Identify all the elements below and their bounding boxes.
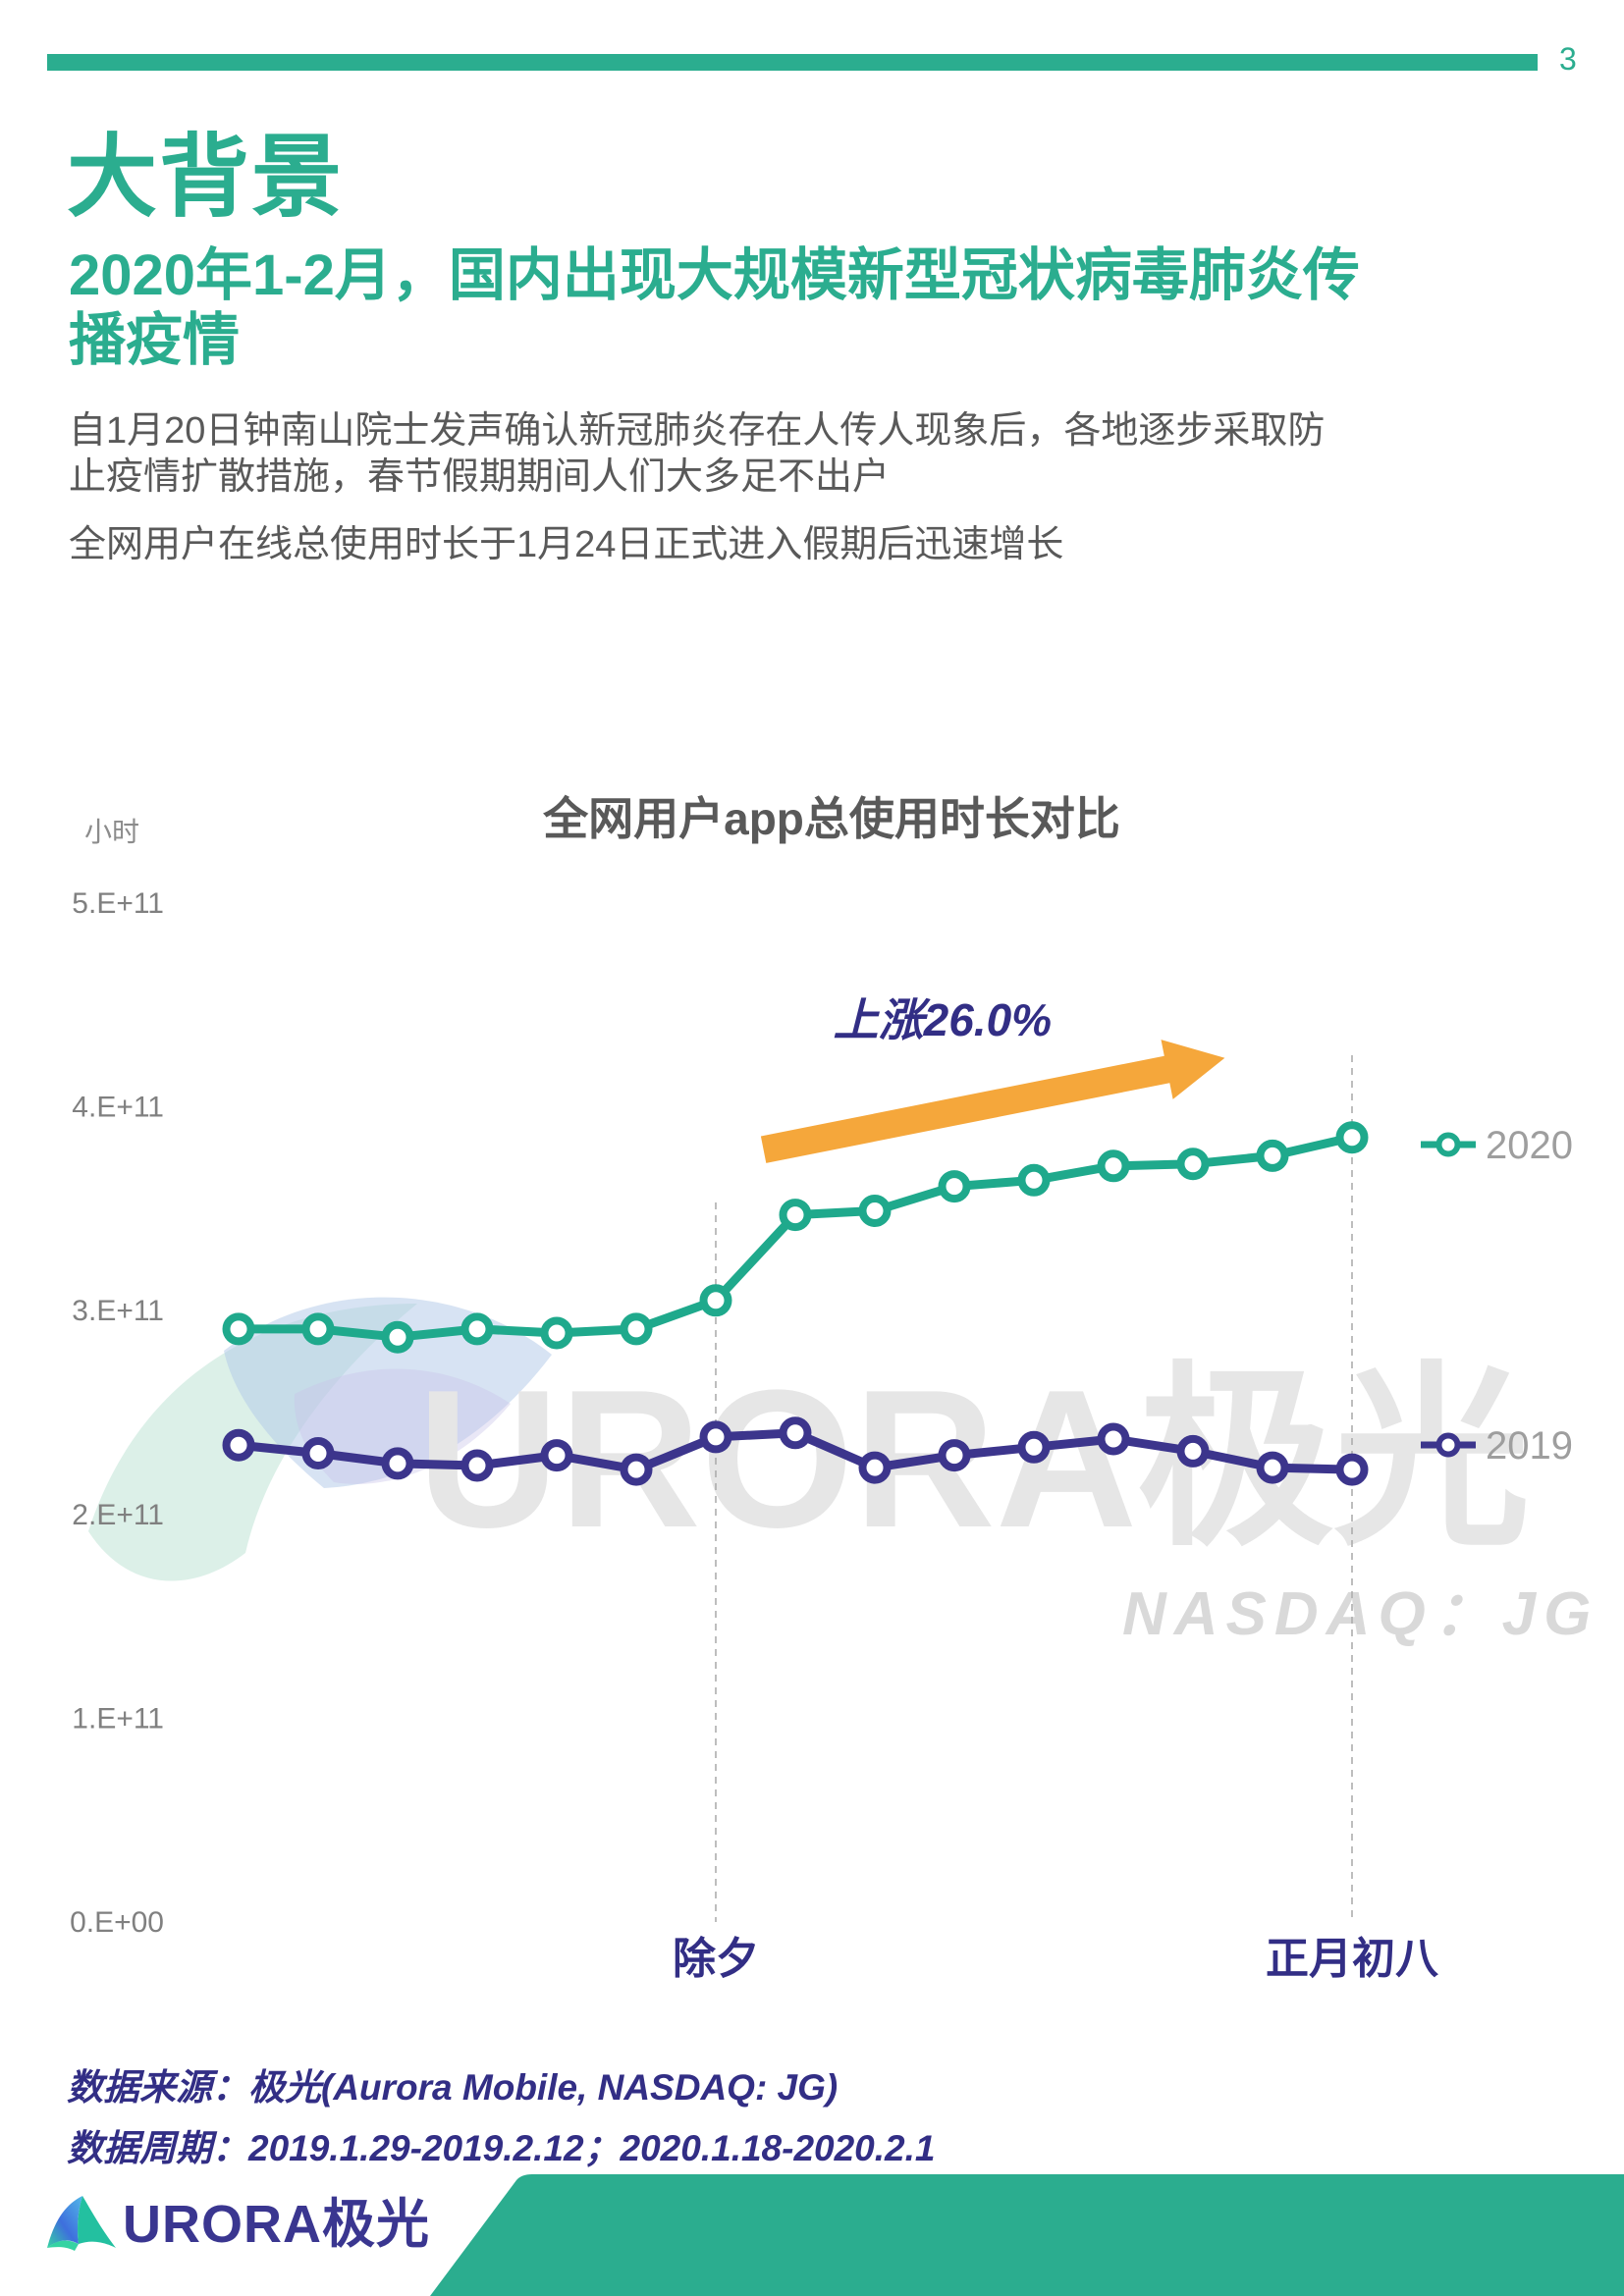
- data-point: [1017, 1163, 1051, 1197]
- data-point: [222, 1428, 255, 1462]
- growth-annotation-label: 上涨26.0%: [834, 994, 1052, 1045]
- logo-mark-right-wing: [78, 2196, 116, 2248]
- growth-arrow: [760, 1040, 1225, 1163]
- data-point: [1176, 1434, 1210, 1468]
- legend-label: 2020: [1486, 1124, 1573, 1167]
- bottom-brand-band: URORA极光: [47, 2174, 1624, 2296]
- data-point: [1335, 1453, 1369, 1486]
- data-point: [938, 1170, 971, 1203]
- data-point: [222, 1312, 255, 1346]
- data-point: [699, 1284, 732, 1317]
- x-axis-tick-label: 正月初八: [1266, 1935, 1439, 1983]
- data-point: [381, 1320, 414, 1354]
- page-number: 3: [1559, 41, 1577, 77]
- legend-marker-ring: [1435, 1132, 1461, 1157]
- data-source-note: 数据来源：极光(Aurora Mobile, NASDAQ: JG): [67, 2067, 839, 2108]
- chart-title: 全网用户app总使用时长对比: [543, 793, 1120, 844]
- data-point: [540, 1316, 573, 1350]
- data-point: [460, 1312, 494, 1346]
- aurora-logo-wordmark: URORA极光: [123, 2195, 430, 2254]
- data-point: [1176, 1148, 1210, 1181]
- data-point: [301, 1312, 335, 1346]
- data-point: [540, 1439, 573, 1472]
- top-accent-bar: [47, 54, 1538, 71]
- watermark-ticker-text: NASDAQ：JG: [1122, 1580, 1598, 1648]
- aurora-logo-mark: [47, 2196, 116, 2251]
- data-point: [1335, 1121, 1369, 1154]
- legend-marker-ring: [1435, 1432, 1461, 1458]
- data-point: [938, 1439, 971, 1472]
- legend-item-2019: 2019: [1421, 1424, 1573, 1468]
- y-axis-tick-label: 5.E+11: [72, 887, 164, 920]
- legend-item-2020: 2020: [1421, 1124, 1573, 1167]
- data-point: [858, 1451, 892, 1484]
- watermark-logo-blob-blue: [224, 1297, 552, 1488]
- logo-mark-base-swoosh: [47, 2240, 79, 2251]
- y-axis-tick-label: 4.E+11: [72, 1092, 164, 1124]
- data-point: [301, 1437, 335, 1469]
- y-axis-unit-label: 小时: [84, 817, 140, 847]
- logo-mark-left-wing: [47, 2196, 82, 2248]
- footer-accent-shape: [430, 2174, 1624, 2296]
- body-paragraph-2: 全网用户在线总使用时长于1月24日正式进入假期后迅速增长: [69, 524, 1064, 565]
- y-axis-tick-label: 3.E+11: [72, 1295, 164, 1327]
- series-2020: [222, 1121, 1369, 1354]
- data-point: [620, 1312, 653, 1346]
- data-point: [858, 1195, 892, 1227]
- usage-comparison-line-chart: URORA极光NASDAQ：JG0.E+001.E+112.E+113.E+11…: [70, 887, 1598, 1983]
- data-point: [1097, 1149, 1130, 1183]
- data-point: [1097, 1422, 1130, 1456]
- data-point: [699, 1420, 732, 1454]
- data-point: [1256, 1139, 1289, 1172]
- y-axis-tick-label: 1.E+11: [72, 1702, 164, 1735]
- data-period-note: 数据周期：2019.1.29-2019.2.12；2020.1.18-2020.…: [67, 2128, 936, 2168]
- series-2019: [222, 1416, 1369, 1486]
- data-point: [381, 1447, 414, 1480]
- data-point: [779, 1199, 812, 1232]
- page-title: 大背景: [67, 128, 345, 228]
- data-point: [1256, 1451, 1289, 1484]
- y-axis-tick-label: 2.E+11: [72, 1499, 164, 1531]
- section-subtitle: 2020年1-2月，国内出现大规模新型冠状病毒肺炎传 播疫情: [69, 243, 1360, 372]
- data-point: [620, 1453, 653, 1486]
- legend-label: 2019: [1486, 1424, 1573, 1468]
- body-paragraph-1: 自1月20日钟南山院士发声确认新冠肺炎存在人传人现象后，各地逐步采取防 止疫情扩…: [69, 410, 1326, 498]
- data-point: [779, 1416, 812, 1450]
- x-axis-tick-label: 除夕: [673, 1935, 759, 1983]
- y-axis-tick-label: 0.E+00: [70, 1906, 164, 1939]
- data-point: [1017, 1430, 1051, 1464]
- data-point: [460, 1449, 494, 1482]
